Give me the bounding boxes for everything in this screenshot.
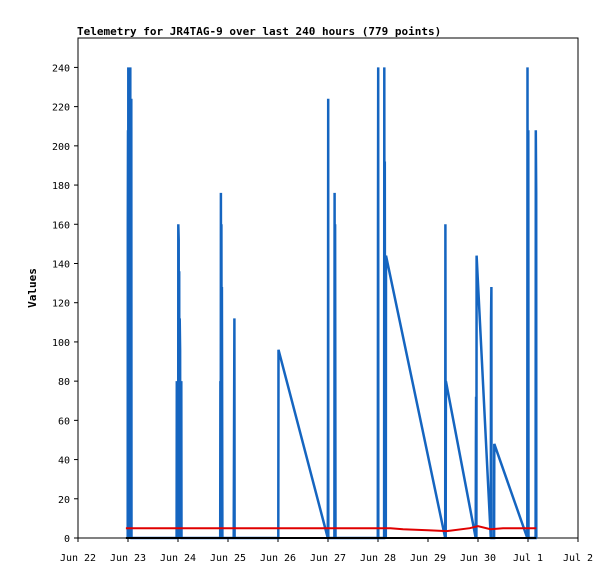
y-tick-label: 40 — [58, 456, 70, 467]
x-tick-label: Jun 29 — [410, 553, 446, 564]
y-tick-label: 0 — [64, 534, 70, 545]
y-tick-label: 160 — [52, 220, 70, 231]
y-tick-label: 140 — [52, 259, 70, 270]
x-axis: Jun 22 Jun 23 Jun 24 Jun 25 Jun 26 Jun 27 Jun … — [60, 538, 593, 564]
y-tick-label: 180 — [52, 181, 70, 192]
x-tick-label: Jul 2 — [563, 553, 593, 564]
x-tick-label: Jun 28 — [360, 553, 396, 564]
x-tick-label: Jun 22 — [60, 553, 96, 564]
y-tick-label: 60 — [58, 416, 70, 427]
y-tick-label: 200 — [52, 142, 70, 153]
series-line-blue — [126, 67, 538, 540]
chart-title: Telemetry for JR4TAG-9 over last 240 hou… — [77, 25, 441, 38]
x-tick-label: Jun 30 — [460, 553, 496, 564]
x-tick-label: Jun 23 — [110, 553, 146, 564]
x-tick-label: Jun 24 — [160, 553, 196, 564]
y-axis: 0 20 40 60 80 100 120 140 160 180 200 220 240 — [52, 63, 78, 545]
series-group — [125, 67, 538, 540]
y-tick-label: 120 — [52, 299, 70, 310]
x-tick-label: Jun 25 — [210, 553, 246, 564]
x-tick-label: Jun 26 — [260, 553, 296, 564]
y-tick-label: 220 — [52, 103, 70, 114]
y-tick-label: 20 — [58, 495, 70, 506]
y-tick-label: 100 — [52, 338, 70, 349]
x-tick-label: Jul 1 — [513, 553, 543, 564]
y-axis-label: Values — [26, 268, 39, 308]
series-line-red — [125, 525, 537, 533]
y-tick-label: 240 — [52, 63, 70, 74]
x-tick-label: Jun 27 — [310, 553, 346, 564]
y-tick-label: 80 — [58, 377, 70, 388]
